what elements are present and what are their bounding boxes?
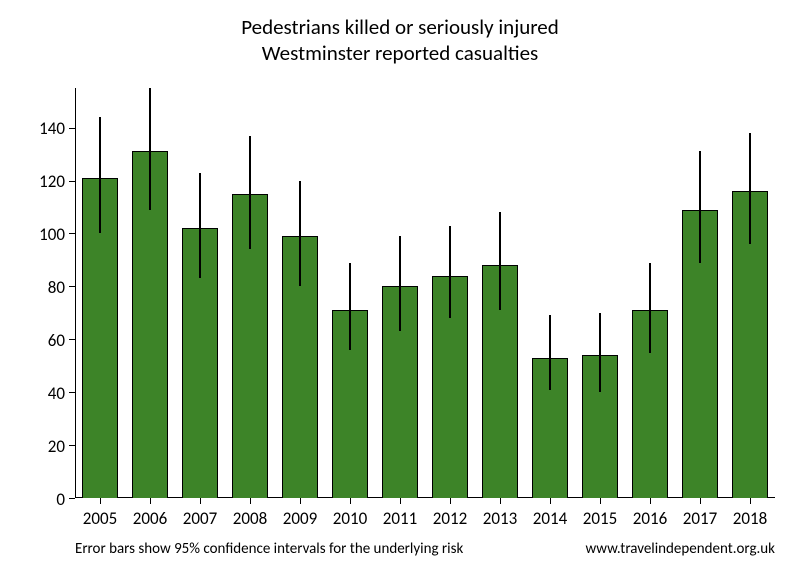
error-bar bbox=[299, 181, 301, 287]
y-tick bbox=[69, 181, 75, 182]
x-tick bbox=[500, 498, 501, 504]
x-tick-label: 2010 bbox=[325, 508, 375, 529]
x-tick-label: 2005 bbox=[75, 508, 125, 529]
chart-container: Pedestrians killed or seriously injured … bbox=[0, 0, 800, 580]
x-tick-label: 2007 bbox=[175, 508, 225, 529]
chart-title-line2: Westminster reported casualties bbox=[0, 40, 800, 66]
x-tick bbox=[450, 498, 451, 504]
y-tick bbox=[69, 498, 75, 499]
x-tick-label: 2012 bbox=[425, 508, 475, 529]
x-tick bbox=[600, 498, 601, 504]
x-tick-label: 2017 bbox=[675, 508, 725, 529]
plot-area: 0204060801001201402005200620072008200920… bbox=[75, 88, 775, 498]
x-tick bbox=[200, 498, 201, 504]
y-tick-label: 80 bbox=[25, 277, 65, 298]
error-bar bbox=[549, 315, 551, 389]
x-tick bbox=[100, 498, 101, 504]
y-tick bbox=[69, 128, 75, 129]
error-bar bbox=[249, 136, 251, 250]
y-tick bbox=[69, 339, 75, 340]
chart-title-line1: Pedestrians killed or seriously injured bbox=[0, 14, 800, 40]
x-tick bbox=[350, 498, 351, 504]
x-tick-label: 2016 bbox=[625, 508, 675, 529]
error-bar bbox=[399, 236, 401, 331]
y-tick-label: 120 bbox=[25, 171, 65, 192]
y-axis bbox=[75, 88, 76, 498]
x-tick-label: 2008 bbox=[225, 508, 275, 529]
x-tick bbox=[250, 498, 251, 504]
x-tick-label: 2014 bbox=[525, 508, 575, 529]
y-tick-label: 40 bbox=[25, 383, 65, 404]
x-tick-label: 2009 bbox=[275, 508, 325, 529]
footer-note-right: www.travelindependent.org.uk bbox=[586, 540, 775, 558]
x-tick bbox=[550, 498, 551, 504]
x-tick bbox=[750, 498, 751, 504]
x-tick-label: 2013 bbox=[475, 508, 525, 529]
error-bar bbox=[199, 173, 201, 279]
y-tick-label: 100 bbox=[25, 224, 65, 245]
y-tick bbox=[69, 445, 75, 446]
x-tick-label: 2018 bbox=[725, 508, 775, 529]
y-tick-label: 0 bbox=[25, 489, 65, 510]
error-bar bbox=[149, 88, 151, 210]
footer-note-left: Error bars show 95% confidence intervals… bbox=[75, 540, 463, 558]
x-tick-label: 2006 bbox=[125, 508, 175, 529]
x-tick bbox=[700, 498, 701, 504]
error-bar bbox=[99, 117, 101, 233]
y-tick bbox=[69, 233, 75, 234]
y-tick bbox=[69, 392, 75, 393]
y-tick bbox=[69, 286, 75, 287]
chart-title: Pedestrians killed or seriously injured … bbox=[0, 14, 800, 67]
x-tick bbox=[400, 498, 401, 504]
x-tick bbox=[650, 498, 651, 504]
error-bar bbox=[749, 133, 751, 244]
x-tick bbox=[300, 498, 301, 504]
x-tick-label: 2015 bbox=[575, 508, 625, 529]
x-axis bbox=[75, 497, 775, 498]
error-bar bbox=[699, 151, 701, 262]
error-bar bbox=[349, 263, 351, 350]
y-tick-label: 20 bbox=[25, 436, 65, 457]
y-tick-label: 140 bbox=[25, 118, 65, 139]
error-bar bbox=[449, 226, 451, 319]
error-bar bbox=[499, 212, 501, 310]
x-tick-label: 2011 bbox=[375, 508, 425, 529]
error-bar bbox=[599, 313, 601, 392]
error-bar bbox=[649, 263, 651, 353]
x-tick bbox=[150, 498, 151, 504]
y-tick-label: 60 bbox=[25, 330, 65, 351]
